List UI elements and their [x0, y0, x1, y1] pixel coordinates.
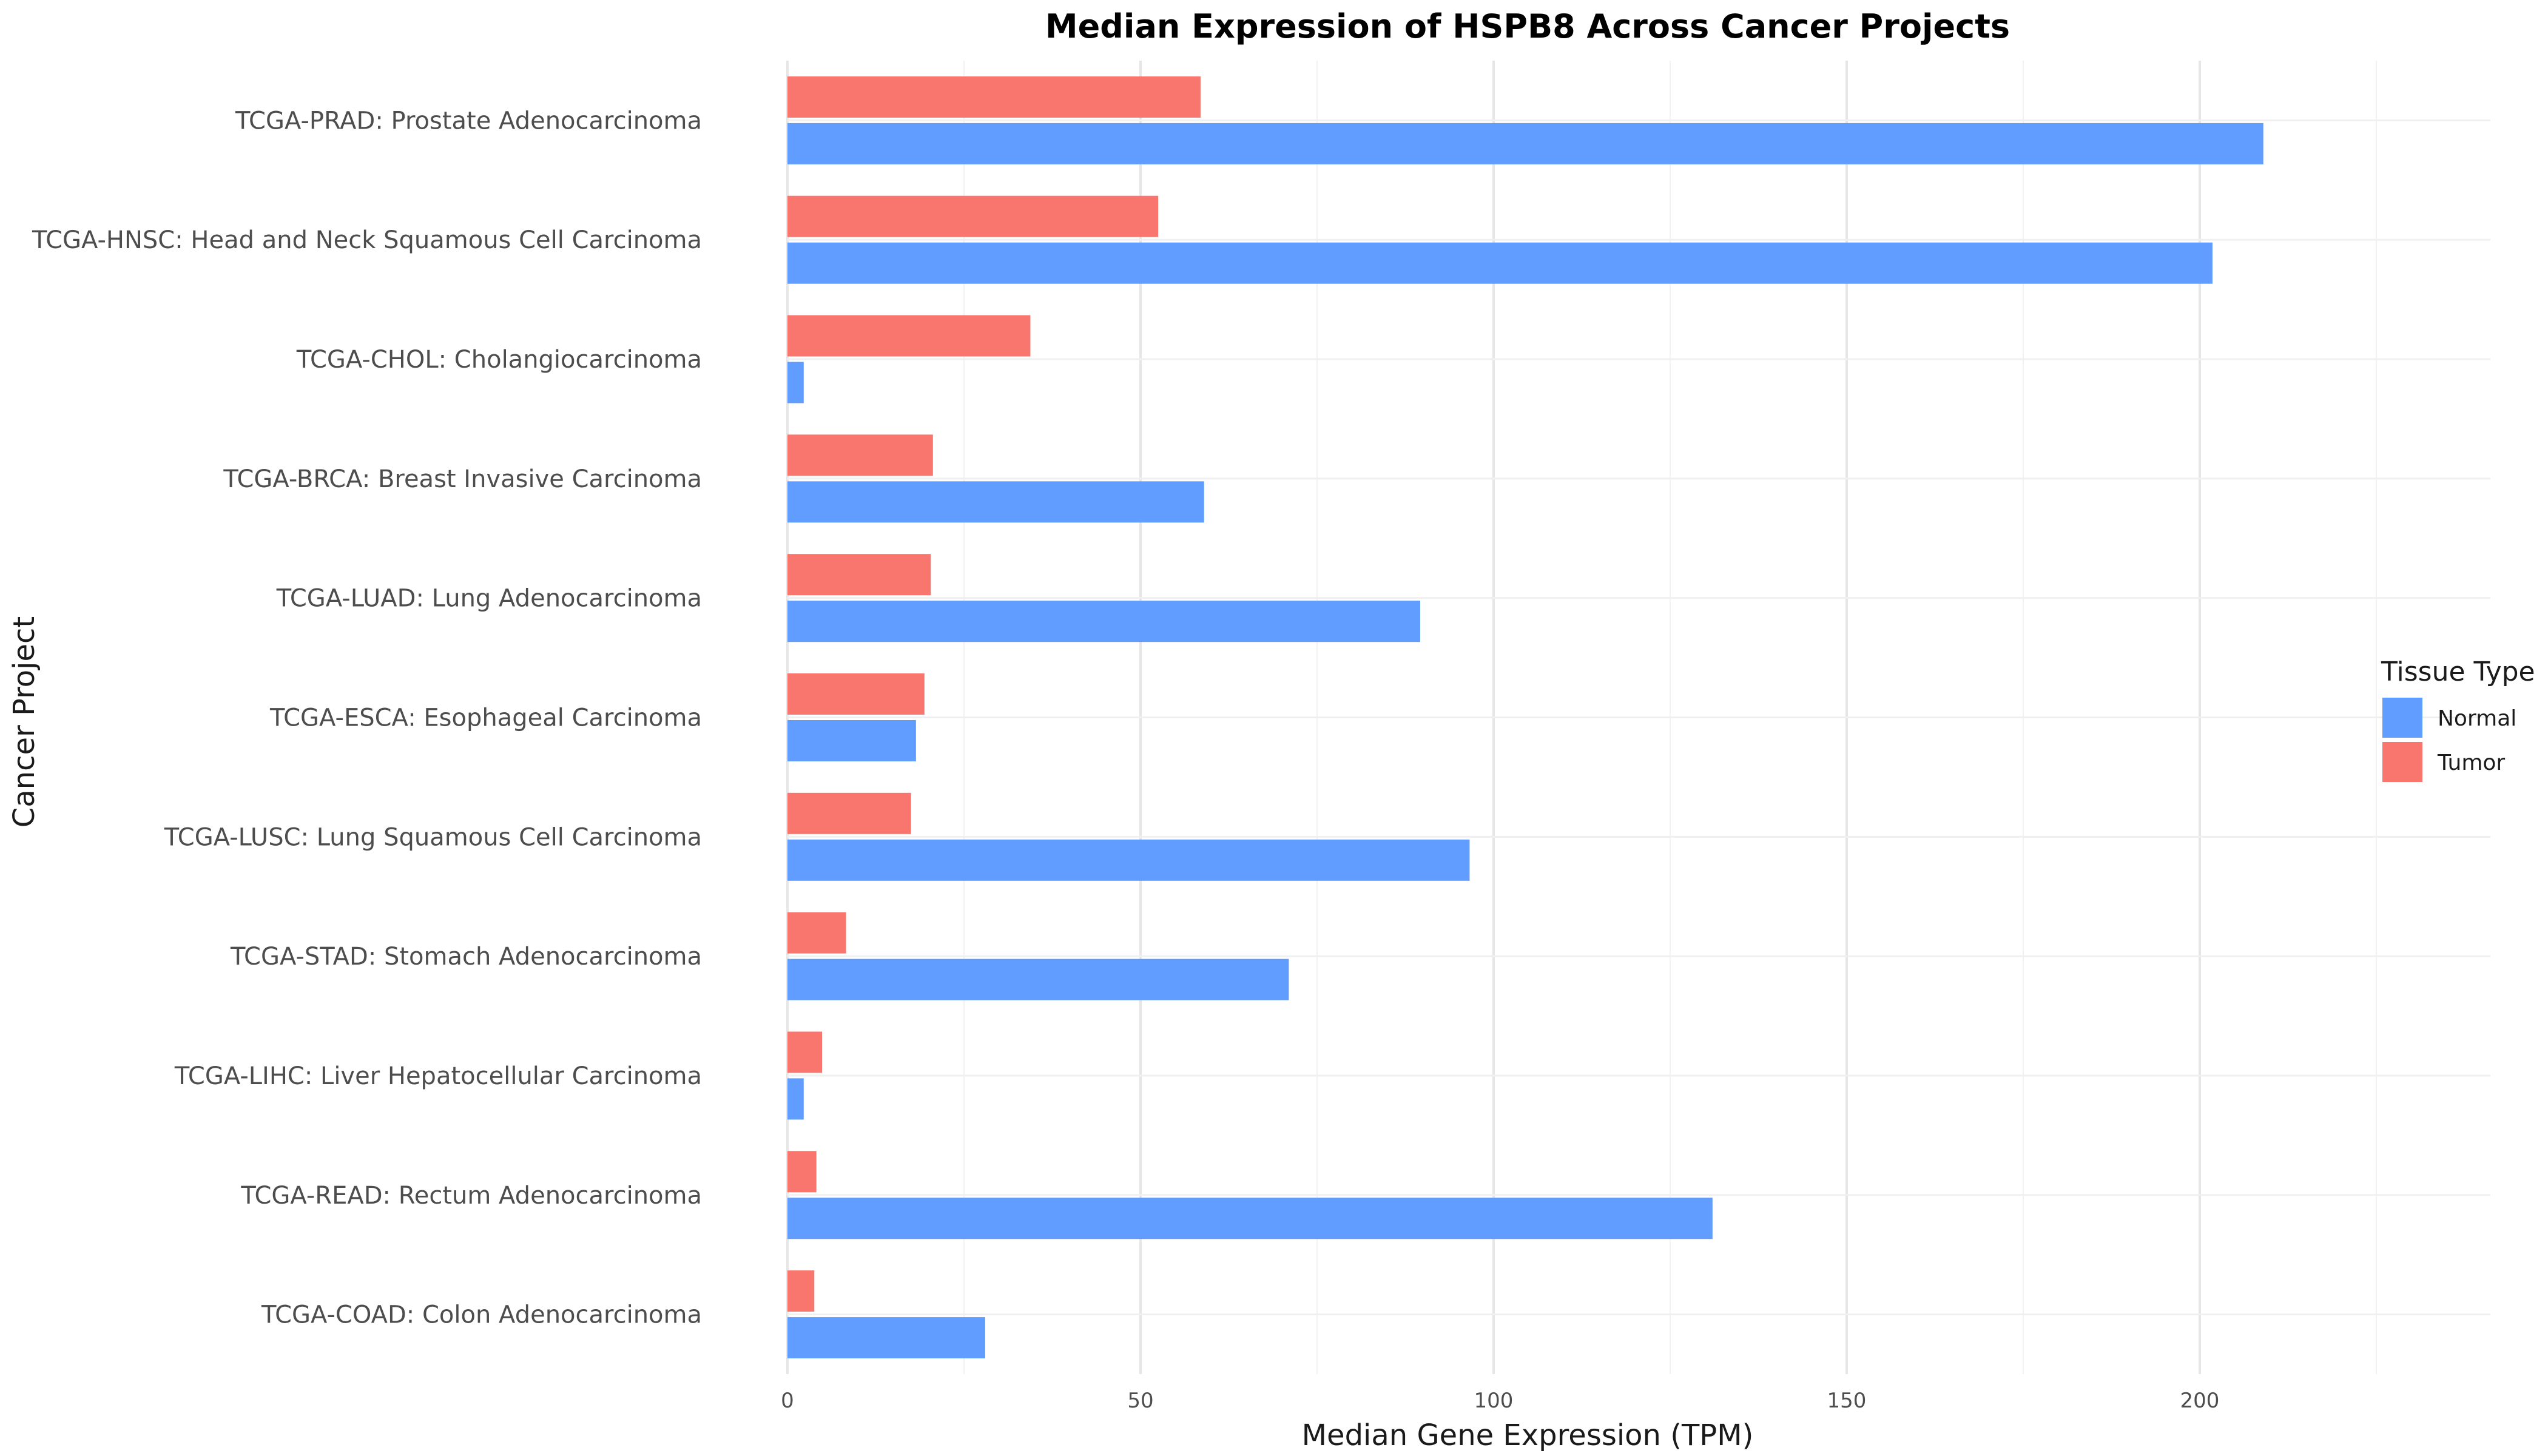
- bar-normal: [787, 362, 804, 403]
- legend-swatch-normal: [2382, 698, 2422, 738]
- bar-normal: [787, 1078, 804, 1120]
- y-tick-label: TCGA-HNSC: Head and Neck Squamous Cell C…: [32, 226, 702, 254]
- bar-tumor: [787, 1151, 817, 1193]
- y-tick-label: TCGA-LIHC: Liver Hepatocellular Carcinom…: [174, 1062, 702, 1090]
- bar-normal: [787, 601, 1420, 642]
- bar-normal: [787, 1198, 1713, 1239]
- bar-tumor: [787, 434, 933, 476]
- bar-normal: [787, 123, 2263, 164]
- y-tick-label: TCGA-STAD: Stomach Adenocarcinoma: [230, 943, 702, 971]
- legend-label-tumor: Tumor: [2437, 750, 2505, 775]
- x-tick-label: 0: [781, 1389, 794, 1413]
- y-tick-label: TCGA-ESCA: Esophageal Carcinoma: [269, 704, 702, 732]
- x-tick-label: 150: [1827, 1389, 1867, 1413]
- bar-normal: [787, 720, 916, 761]
- legend: Tissue Type Normal Tumor: [2381, 656, 2535, 782]
- x-tick-label: 200: [2180, 1389, 2220, 1413]
- bars: [787, 76, 2263, 1359]
- bar-normal: [787, 1317, 985, 1359]
- y-axis-title: Cancer Project: [7, 616, 41, 828]
- bar-tumor: [787, 673, 925, 715]
- bar-normal: [787, 839, 1470, 881]
- y-tick-label: TCGA-LUAD: Lung Adenocarcinoma: [276, 585, 702, 613]
- bar-tumor: [787, 315, 1031, 357]
- bar-tumor: [787, 554, 931, 596]
- bar-tumor: [787, 195, 1159, 237]
- legend-swatch-tumor: [2382, 742, 2422, 782]
- bar-tumor: [787, 76, 1201, 118]
- bar-normal: [787, 242, 2213, 284]
- bar-tumor: [787, 1270, 815, 1312]
- bar-normal: [787, 959, 1289, 1000]
- x-axis-title: Median Gene Expression (TPM): [1302, 1418, 1754, 1452]
- bar-tumor: [787, 792, 911, 834]
- y-tick-label: TCGA-PRAD: Prostate Adenocarcinoma: [235, 107, 702, 135]
- legend-title: Tissue Type: [2381, 656, 2535, 687]
- y-tick-labels: TCGA-PRAD: Prostate Adenocarcinoma TCGA-H…: [32, 107, 702, 1329]
- y-tick-label: TCGA-CHOL: Cholangiocarcinoma: [296, 346, 702, 374]
- y-tick-label: TCGA-LUSC: Lung Squamous Cell Carcinoma: [164, 823, 702, 851]
- chart-title: Median Expression of HSPB8 Across Cancer…: [1045, 7, 2010, 46]
- y-tick-label: TCGA-BRCA: Breast Invasive Carcinoma: [223, 465, 702, 493]
- y-tick-label: TCGA-COAD: Colon Adenocarcinoma: [261, 1301, 702, 1329]
- x-tick-labels: 0 50 100 150 200: [781, 1389, 2219, 1413]
- x-tick-label: 100: [1474, 1389, 1514, 1413]
- x-tick-label: 50: [1127, 1389, 1153, 1413]
- legend-label-normal: Normal: [2438, 706, 2516, 731]
- bar-normal: [787, 481, 1204, 523]
- y-tick-label: TCGA-READ: Rectum Adenocarcinoma: [240, 1182, 702, 1210]
- bar-tumor: [787, 912, 846, 954]
- bar-tumor: [787, 1031, 823, 1073]
